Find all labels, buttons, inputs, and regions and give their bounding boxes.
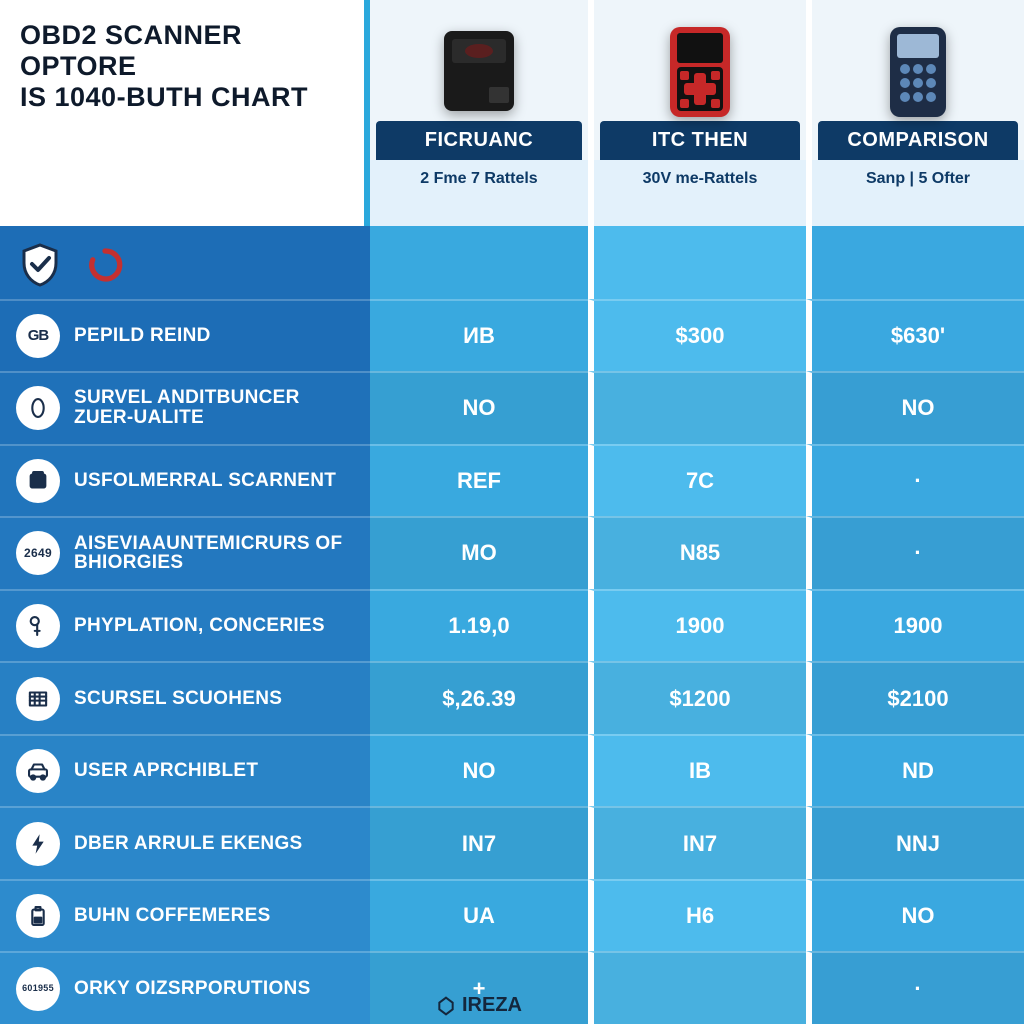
feature-label: SURVEL ANDITBUNCER ZUER-UALITE (74, 388, 356, 428)
value-cell: 1900 (806, 589, 1024, 662)
product-1-header: FICRUANC (370, 0, 588, 160)
loop-icon (84, 244, 126, 291)
product-2-image (640, 21, 760, 121)
value-cell: IB (588, 734, 806, 807)
value-cell: · (806, 951, 1024, 1024)
value-cell: $300 (588, 299, 806, 372)
value-cell: NO (806, 371, 1024, 444)
n601955-icon: 601955 (16, 967, 60, 1011)
value-cell (588, 951, 806, 1024)
feature-row: 601955 ORKY OIZSRPORUTIONS (0, 951, 370, 1024)
feature-label: PHYPLATION, CONCERIES (74, 616, 325, 636)
feature-label: DBER ARRULE EKENGS (74, 834, 303, 854)
product-3-header: COMPARISON (806, 0, 1024, 160)
grid-icon (16, 677, 60, 721)
value-cell: $630' (806, 299, 1024, 372)
value-cell: IN7 (588, 806, 806, 879)
key-icon (16, 604, 60, 648)
car-icon (16, 749, 60, 793)
product-2-header: ITC THEN (588, 0, 806, 160)
feature-row: SURVEL ANDITBUNCER ZUER-UALITE (0, 371, 370, 444)
value-cell: NO (370, 371, 588, 444)
title-line-2: IS 1040-BUTH CHART (20, 82, 350, 113)
comparison-chart: OBD2 SCANNER OPTORE IS 1040-BUTH CHART F… (0, 0, 1024, 1024)
value-cell: NNJ (806, 806, 1024, 879)
feature-label: USER APRCHIBLET (74, 761, 258, 781)
feature-label: PEPILD REIND (74, 326, 211, 346)
shield-check-icon (16, 241, 64, 294)
product-1-subtitle: 2 Fme 7 Rattels (370, 160, 588, 226)
value-cell: $2100 (806, 661, 1024, 734)
feature-label: USFOLMERRAL SCARNENT (74, 471, 336, 491)
value-cell: + (370, 951, 588, 1024)
value-cell: UA (370, 879, 588, 952)
value-cell: H6 (588, 879, 806, 952)
product-3-image (858, 21, 978, 121)
product-2-name: ITC THEN (600, 121, 800, 160)
page-title: OBD2 SCANNER OPTORE IS 1040-BUTH CHART (0, 0, 370, 226)
value-cell: · (806, 516, 1024, 589)
bolt-icon (16, 822, 60, 866)
value-cell: 1.19,0 (370, 589, 588, 662)
value-cell: MO (370, 516, 588, 589)
oval-icon (16, 386, 60, 430)
feature-row: SCURSEL SCUOHENS (0, 661, 370, 734)
value-cell: IN7 (370, 806, 588, 879)
feature-row: USER APRCHIBLET (0, 734, 370, 807)
product-2-subtitle: 30V me-Rattels (588, 160, 806, 226)
feature-label: SCURSEL SCUOHENS (74, 689, 282, 709)
product-3-subtitle: Sanp | 5 Ofter (806, 160, 1024, 226)
product-1-name: FICRUANC (376, 121, 582, 160)
gb-icon: GB (16, 314, 60, 358)
batt-icon (16, 894, 60, 938)
feature-row: 2649 AISEVIAAUNTEMICRURS OF BHIORGIES (0, 516, 370, 589)
product-1-image (419, 21, 539, 121)
value-cell: 1900 (588, 589, 806, 662)
feature-label: AISEVIAAUNTEMICRURS OF BHIORGIES (74, 534, 356, 574)
value-cell: 7C (588, 444, 806, 517)
value-header-spacer (370, 226, 588, 299)
value-cell: · (806, 444, 1024, 517)
value-header-spacer (588, 226, 806, 299)
value-cell: ND (806, 734, 1024, 807)
value-header-spacer (806, 226, 1024, 299)
n2649-icon: 2649 (16, 531, 60, 575)
feature-label: BUHN COFFEMERES (74, 906, 271, 926)
value-cell: $,26.39 (370, 661, 588, 734)
value-cell: REF (370, 444, 588, 517)
feature-row: PHYPLATION, CONCERIES (0, 589, 370, 662)
feature-label: ORKY OIZSRPORUTIONS (74, 979, 311, 999)
feature-row: BUHN COFFEMERES (0, 879, 370, 952)
feature-row: GB PEPILD REIND (0, 299, 370, 372)
feature-header-icons (0, 226, 370, 299)
value-cell: NO (370, 734, 588, 807)
value-cell: NO (806, 879, 1024, 952)
title-line-1: OBD2 SCANNER OPTORE (20, 20, 350, 82)
product-3-name: COMPARISON (818, 121, 1018, 160)
feature-row: DBER ARRULE EKENGS (0, 806, 370, 879)
value-cell (588, 371, 806, 444)
value-cell: N85 (588, 516, 806, 589)
value-cell: $1200 (588, 661, 806, 734)
value-cell: ИB (370, 299, 588, 372)
card-icon (16, 459, 60, 503)
feature-row: USFOLMERRAL SCARNENT (0, 444, 370, 517)
